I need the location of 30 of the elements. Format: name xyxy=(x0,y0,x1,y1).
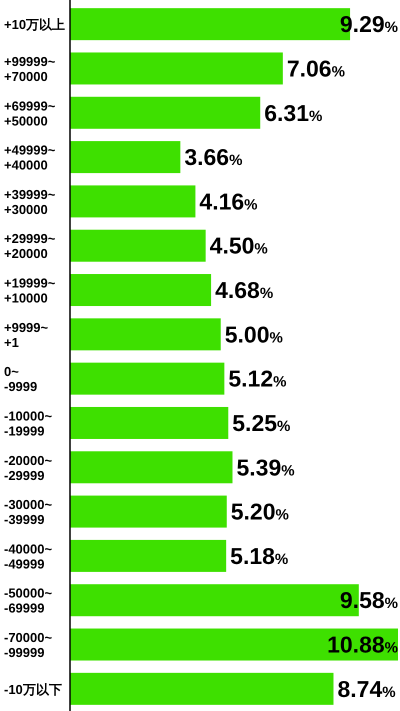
data-label: 4.16% xyxy=(199,188,258,214)
y-tick-label: +69999~ +50000 xyxy=(4,98,56,128)
data-label: 6.31% xyxy=(264,100,322,126)
data-label: 4.68% xyxy=(215,277,274,304)
data-label: 8.74% xyxy=(337,676,396,702)
y-tick-label: +19999~ +10000 xyxy=(4,276,56,306)
y-tick-label: +29999~ +20000 xyxy=(4,231,56,262)
y-tick-label: -70000~ -99999 xyxy=(4,630,52,660)
y-tick-label: -40000~ -49999 xyxy=(4,541,52,572)
data-label: 5.25% xyxy=(232,410,290,436)
y-tick-label: -20000~ -29999 xyxy=(4,452,52,483)
y-tick-label: +9999~ +1 xyxy=(4,320,49,350)
y-tick-label: -10万以下 xyxy=(4,682,62,697)
data-label: 10.88% xyxy=(327,632,398,658)
y-tick-label: +99999~ +70000 xyxy=(4,54,56,84)
data-label: 5.00% xyxy=(224,321,283,348)
data-label: 3.66% xyxy=(184,144,242,170)
data-label: 4.50% xyxy=(210,232,268,259)
y-tick-label: 0~ -9999 xyxy=(4,364,38,394)
data-label: 5.20% xyxy=(230,498,289,525)
y-tick-label: -30000~ -39999 xyxy=(4,497,52,528)
data-label: 5.12% xyxy=(228,366,286,392)
data-label: 7.06% xyxy=(286,55,345,82)
y-tick-label: +49999~ +40000 xyxy=(4,142,56,173)
y-tick-label: -50000~ -69999 xyxy=(4,586,52,616)
y-tick-label: +10万以上 xyxy=(4,17,66,32)
y-tick-label: -10000~ -19999 xyxy=(4,408,52,438)
data-label: 5.18% xyxy=(230,542,288,569)
data-label: 5.39% xyxy=(236,454,295,480)
y-tick-label: +39999~ +30000 xyxy=(4,186,56,217)
